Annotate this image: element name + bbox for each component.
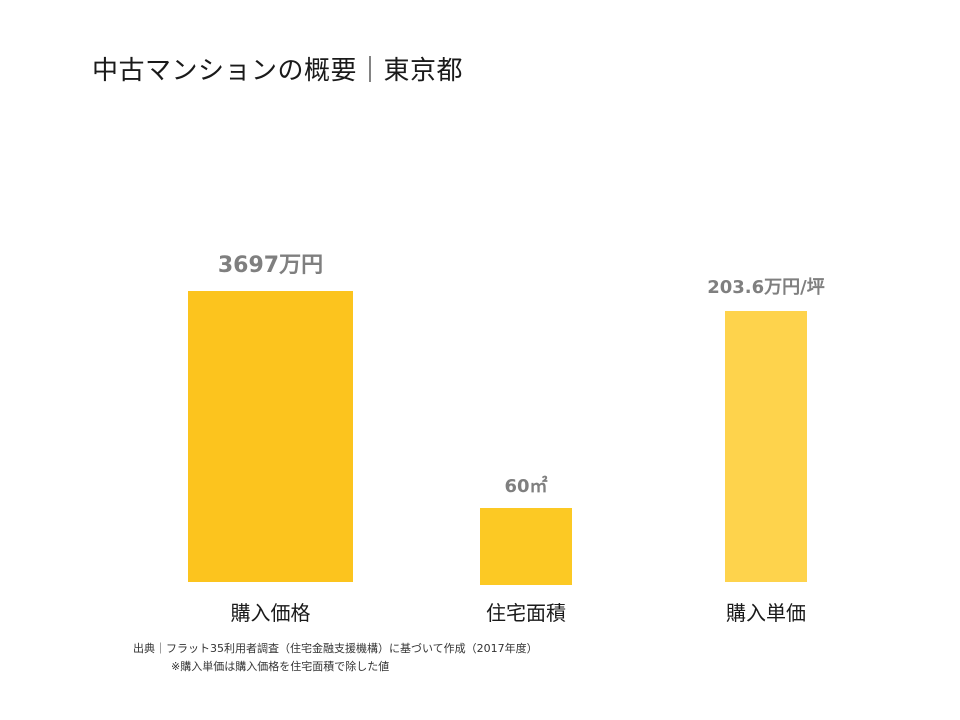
data-label-floor-area: 60㎡ <box>504 475 547 497</box>
data-label-unit-price: 203.6万円/坪 <box>707 277 825 298</box>
bar-unit-price <box>725 311 807 582</box>
bar-purchase-price <box>188 291 353 582</box>
chart-title: 中古マンションの概要｜東京都 <box>92 56 464 86</box>
source-line: 出典｜フラット35利用者調査（住宅金融支援機構）に基づいて作成（2017年度） <box>133 642 538 655</box>
data-label-purchase-price: 3697万円 <box>218 253 323 278</box>
category-label-purchase-price: 購入価格 <box>231 601 311 625</box>
category-label-unit-price: 購入単価 <box>726 601 806 625</box>
bar-floor-area <box>480 508 572 585</box>
source-footnote: ※購入単価は購入価格を住宅面積で除した値 <box>171 660 390 673</box>
source-note: 出典｜フラット35利用者調査（住宅金融支援機構）に基づいて作成（2017年度） … <box>133 640 538 676</box>
category-label-floor-area: 住宅面積 <box>486 601 566 625</box>
